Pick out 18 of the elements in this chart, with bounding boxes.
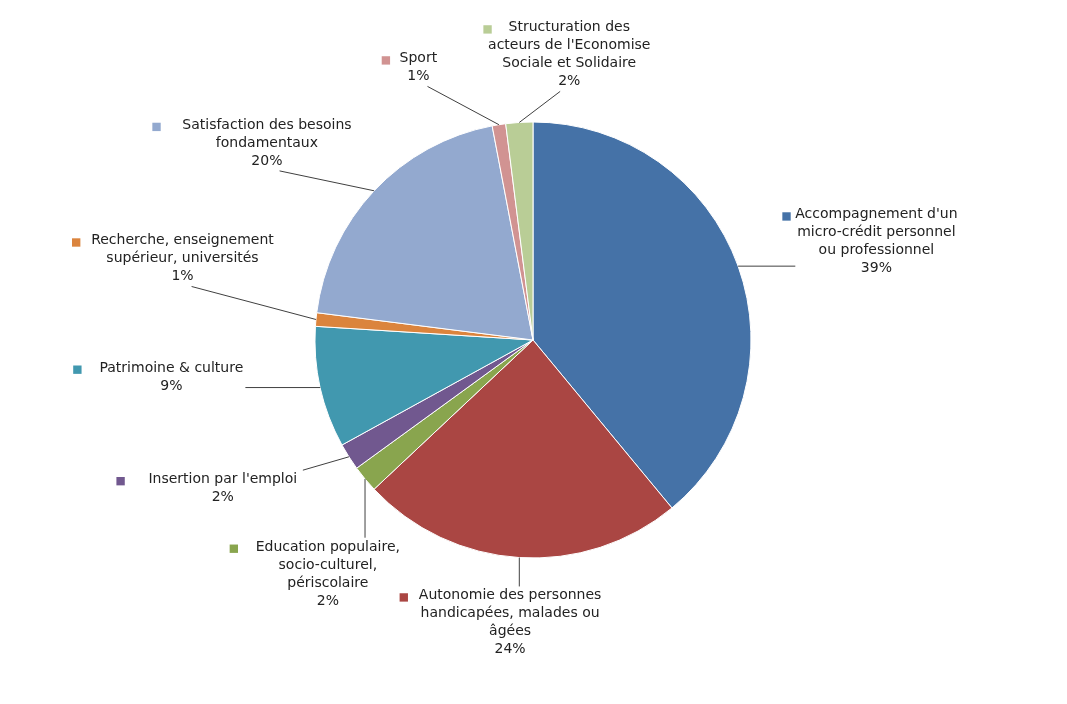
legend-label: Insertion par l'emploi (148, 470, 298, 487)
legend-label: Sport (399, 49, 438, 66)
data-label: 2% (211, 488, 234, 505)
data-label: 2% (558, 72, 581, 89)
data-label: 39% (860, 259, 892, 276)
data-label: 9% (160, 376, 183, 393)
legend-label: Structuration des acteurs de l'Economise Sociale et Solidaire (488, 18, 651, 71)
data-label: 1% (171, 267, 194, 284)
legend-label: Education populaire, socio-culturel, périscolaire (255, 537, 400, 590)
legend-label: Accompagnement d'un micro-crédit personnel ou professionnel (795, 205, 958, 258)
legend-label: Recherche, enseignement supérieur, universités (91, 231, 275, 266)
data-label: 24% (494, 640, 526, 657)
data-label: 20% (251, 151, 283, 168)
legend-label: Autonomie des personnes handicapées, malades ou âgées (418, 586, 602, 639)
legend-label: Satisfaction des besoins fondamentaux (182, 115, 352, 150)
data-label: 1% (407, 67, 430, 84)
legend-label: Patrimoine & culture (99, 358, 244, 375)
data-label: 2% (316, 591, 339, 608)
